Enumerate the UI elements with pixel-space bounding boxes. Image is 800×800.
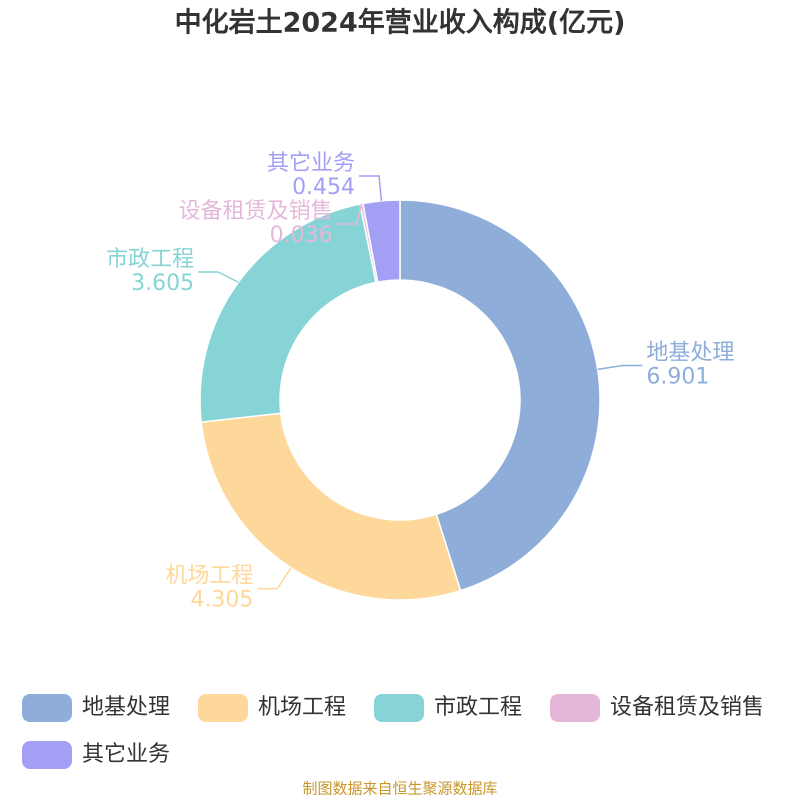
legend-swatch	[374, 694, 424, 722]
leader-line	[257, 567, 292, 590]
leader-line	[597, 364, 643, 371]
source-note: 制图数据来自恒生聚源数据库	[302, 780, 497, 798]
leader-line	[359, 175, 383, 201]
slice-label: 其它业务	[267, 151, 355, 176]
legend-label: 地基处理	[82, 695, 170, 720]
slice-label: 机场工程	[165, 564, 253, 589]
leader-line	[336, 203, 363, 225]
legend-label: 市政工程	[434, 695, 522, 720]
slice-label: 地基处理	[646, 341, 734, 366]
slice-value: 4.305	[190, 588, 253, 613]
slice-value: 3.605	[131, 271, 194, 296]
donut-slice	[362, 199, 401, 283]
slice-label: 设备租赁及销售	[179, 199, 333, 224]
slice-label: 市政工程	[106, 247, 194, 272]
donut-slice	[399, 199, 601, 592]
legend-label: 其它业务	[82, 742, 170, 767]
slice-value: 6.901	[646, 365, 709, 390]
donut-slice	[199, 203, 377, 423]
chart-title: 中化岩土2024年营业收入构成(亿元)	[175, 7, 626, 39]
legend-label: 机场工程	[258, 695, 346, 720]
donut-slice	[200, 412, 462, 601]
leader-line	[198, 271, 239, 283]
legend-swatch	[550, 694, 600, 722]
slice-value: 0.454	[292, 175, 355, 200]
legend-swatch	[198, 694, 248, 722]
slice-value: 0.036	[270, 223, 333, 248]
legend-label: 设备租赁及销售	[610, 695, 764, 720]
legend-swatch	[22, 741, 72, 769]
legend-swatch	[22, 694, 72, 722]
